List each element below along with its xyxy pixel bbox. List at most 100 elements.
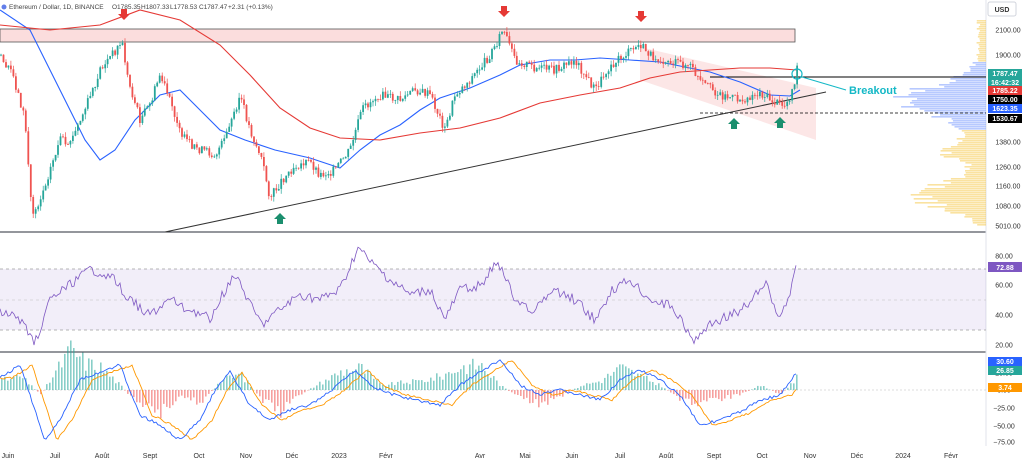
macd-histogram-bar [472, 358, 474, 390]
price-tick-label: 1080.00 [995, 204, 1020, 211]
candle-body [617, 55, 620, 63]
candle-body [223, 138, 226, 141]
macd-histogram-bar [304, 390, 306, 393]
candle-body [57, 145, 59, 155]
macd-histogram-bar [532, 390, 534, 403]
candle-body [290, 171, 293, 174]
candle-body [642, 44, 645, 49]
macd-histogram-bar [328, 380, 330, 390]
breakout-annotation[interactable]: Breakout [791, 68, 897, 97]
currency-button[interactable]: USD [987, 1, 1017, 17]
macd-histogram-bar [256, 390, 258, 394]
macd-histogram-bar [112, 376, 114, 390]
volume-profile-bar [964, 132, 986, 134]
macd-histogram-bar [382, 384, 384, 390]
macd-histogram-bar [520, 390, 522, 396]
volume-profile-bar [944, 208, 986, 210]
candle-body [677, 59, 679, 60]
volume-profile-bar [944, 210, 986, 212]
macd-histogram-bar [628, 368, 630, 390]
macd-histogram-bar [490, 377, 492, 390]
macd-histogram-bar [88, 358, 90, 390]
macd-histogram-bar [595, 382, 597, 390]
macd-histogram-bar [121, 385, 123, 390]
rsi-tick-label: 20.00 [995, 343, 1013, 350]
macd-histogram-bar [697, 390, 699, 407]
macd-histogram-bar [178, 390, 180, 397]
price-badge [988, 95, 1022, 104]
volume-profile-bar [979, 30, 986, 32]
macd-histogram-bar [82, 352, 84, 390]
macd-histogram-bar [463, 365, 465, 390]
candle-body [729, 97, 731, 99]
volume-profile-bar [950, 182, 986, 184]
candle-body [540, 65, 543, 68]
macd-histogram-bar [745, 390, 747, 392]
macd-histogram-bar [784, 390, 786, 391]
macd-histogram-bar [499, 386, 501, 390]
price-tick-label: 5010.00 [995, 224, 1020, 231]
macd-histogram-bar [493, 376, 495, 390]
macd-histogram-bar [691, 390, 693, 405]
macd-histogram-bar [292, 390, 294, 399]
volume-profile-bar [950, 146, 986, 148]
candle-body [230, 118, 233, 127]
candle-body [96, 78, 99, 87]
macd-histogram-bar [622, 364, 624, 390]
macd-histogram-bar [151, 390, 153, 407]
candle-body [550, 65, 553, 67]
candle-body [416, 90, 419, 95]
candle-body [253, 136, 255, 143]
candle-body [89, 96, 92, 99]
time-tick-label: Nov [804, 453, 817, 460]
macd-histogram-bar [562, 390, 564, 397]
macd-histogram-bar [634, 376, 636, 390]
candle-body [329, 174, 332, 176]
candle-body [0, 54, 2, 56]
indicator-lines [0, 9, 801, 169]
time-tick-label: Avr [475, 453, 486, 460]
macd-histogram-bar [97, 373, 99, 390]
macd-histogram-bar [376, 379, 378, 390]
candle-body [205, 148, 208, 150]
volume-profile-bar [976, 20, 986, 22]
volume-profile-bar [964, 216, 986, 218]
macd-histogram-bar [538, 390, 540, 408]
candle-body [652, 51, 655, 61]
volume-profile-bar [965, 170, 986, 172]
candle-body [592, 84, 595, 88]
volume-profile-bar [965, 214, 986, 216]
breakout-marker [791, 68, 803, 80]
candle-body [24, 110, 27, 132]
candle-body [776, 99, 779, 105]
volume-profile-bar [965, 162, 986, 164]
macd-histogram-bar [52, 377, 54, 390]
macd-histogram-bar [307, 390, 309, 391]
candle-body [746, 97, 749, 103]
macd-badge [988, 383, 1022, 392]
candle-body [751, 94, 754, 100]
candle-body [763, 97, 766, 98]
macd-panel[interactable] [0, 340, 986, 440]
rsi-panel[interactable] [0, 246, 986, 346]
candle-body [91, 88, 94, 96]
candle-body [706, 83, 709, 84]
candle-body [72, 135, 74, 141]
rsi-tick-label: 80.00 [995, 254, 1013, 261]
macd-histogram-bar [484, 370, 486, 390]
macd-histogram-bar [313, 387, 315, 390]
volume-profile-bar [924, 188, 986, 190]
time-axis[interactable]: Juin Juil Août Sept Oct Nov Déc 2023 Févr Avr Mai J… [2, 453, 959, 460]
candle-body [287, 171, 290, 176]
macd-histogram-bar [352, 371, 354, 390]
candle-body [687, 65, 689, 66]
candle-body [7, 65, 10, 68]
macd-histogram-bar [187, 390, 189, 398]
macd-histogram-bar [418, 380, 420, 390]
macd-histogram-bar [319, 381, 321, 390]
macd-histogram-bar [19, 376, 21, 390]
candle-body [178, 122, 181, 129]
macd-histogram-bar [25, 378, 27, 390]
volume-profile-bar [909, 88, 986, 90]
